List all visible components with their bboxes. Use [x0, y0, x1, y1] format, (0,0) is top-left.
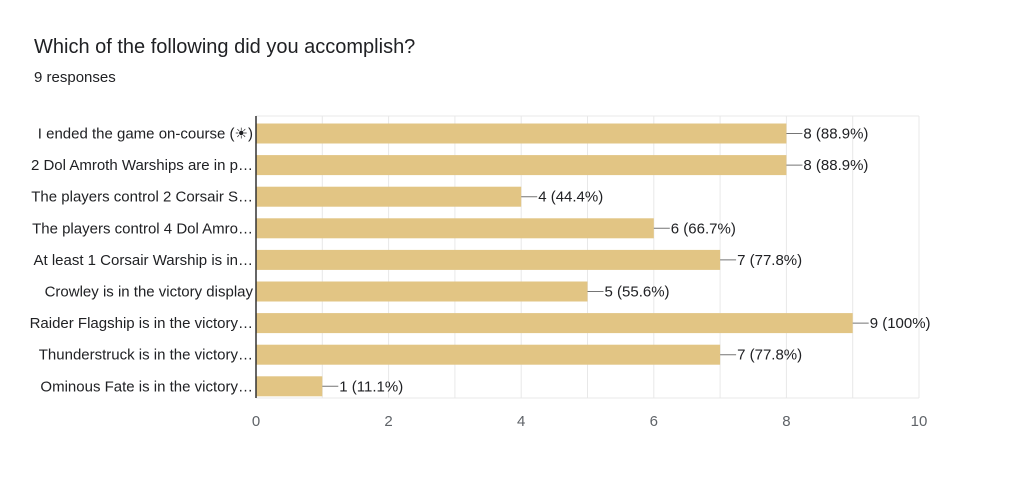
response-count: 9 responses	[34, 69, 116, 86]
value-label: 7 (77.8%)	[737, 252, 802, 269]
value-label: 9 (100%)	[870, 315, 931, 332]
category-label: The players control 2 Corsair S…	[31, 189, 253, 206]
bars	[256, 123, 853, 397]
bar	[256, 155, 787, 176]
bar	[256, 376, 323, 397]
x-tick-label: 4	[517, 413, 525, 430]
bar	[256, 249, 721, 270]
category-label: 2 Dol Amroth Warships are in p…	[31, 157, 253, 174]
category-label: Crowley is in the victory display	[45, 284, 254, 301]
category-label: At least 1 Corsair Warship is in…	[33, 252, 253, 269]
value-label: 8 (88.9%)	[803, 126, 868, 143]
x-tick-label: 8	[782, 413, 790, 430]
bar	[256, 123, 787, 144]
value-label: 4 (44.4%)	[538, 189, 603, 206]
value-label: 8 (88.9%)	[803, 157, 868, 174]
category-label: Thunderstruck is in the victory…	[39, 347, 253, 364]
bar	[256, 186, 522, 207]
bar	[256, 313, 853, 334]
value-label: 7 (77.8%)	[737, 347, 802, 364]
x-tick-label: 6	[650, 413, 658, 430]
x-tick-label: 0	[252, 413, 260, 430]
value-label: 5 (55.6%)	[605, 284, 670, 301]
category-label: The players control 4 Dol Amro…	[32, 220, 253, 237]
bar	[256, 344, 721, 365]
labels: 8 (88.9%) I ended the game on-course (☀) 8…	[30, 116, 931, 430]
x-tick-label: 10	[911, 413, 928, 430]
value-label: 6 (66.7%)	[671, 220, 736, 237]
category-label: Raider Flagship is in the victory…	[30, 315, 253, 332]
chart-title: Which of the following did you accomplis…	[34, 36, 416, 58]
value-label: 1 (11.1%)	[339, 378, 403, 395]
category-label: I ended the game on-course (☀)	[38, 126, 253, 143]
category-label: Ominous Fate is in the victory…	[40, 378, 253, 395]
bar	[256, 281, 588, 302]
bar	[256, 218, 654, 239]
x-tick-label: 2	[384, 413, 392, 430]
